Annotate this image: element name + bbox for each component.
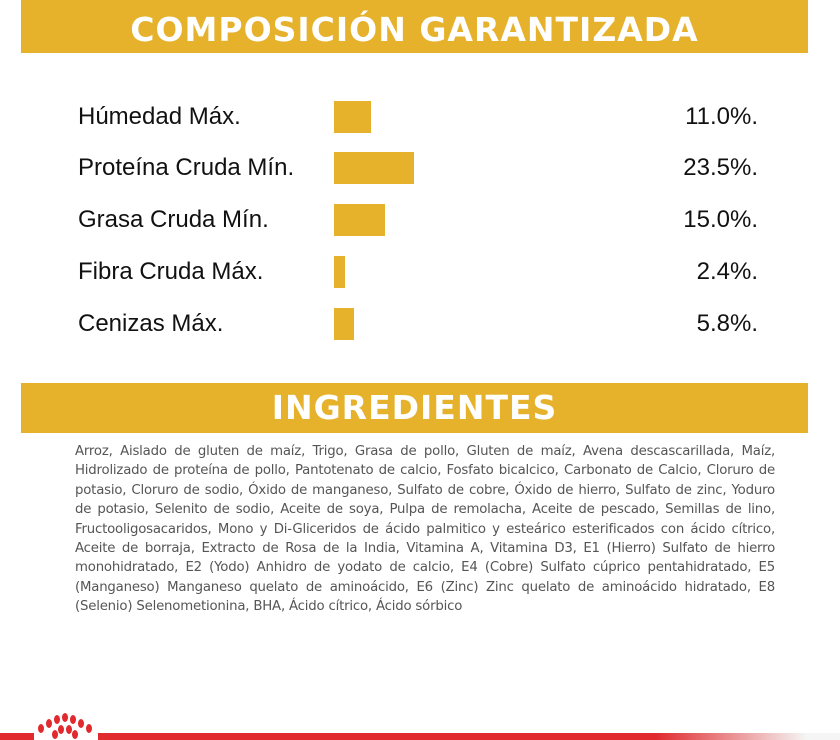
ingredients-text: Arroz, Aislado de gluten de maíz, Trigo,… bbox=[75, 444, 775, 615]
logo-dot bbox=[70, 715, 76, 724]
brand-red-line bbox=[0, 733, 840, 740]
ingredients-header: INGREDIENTES bbox=[21, 383, 808, 433]
composition-row: Fibra Cruda Máx. 2.4%. bbox=[0, 256, 840, 288]
nutrient-label: Fibra Cruda Máx. bbox=[78, 258, 264, 285]
composition-row: Grasa Cruda Mín. 15.0%. bbox=[0, 204, 840, 236]
nutrient-value: 2.4%. bbox=[696, 258, 758, 285]
nutrient-value: 11.0%. bbox=[685, 103, 758, 130]
logo-dot bbox=[66, 725, 72, 734]
nutrient-value: 23.5%. bbox=[683, 154, 758, 181]
logo-dot bbox=[62, 713, 68, 722]
crown-dots-logo-icon bbox=[34, 712, 98, 740]
nutrient-label: Grasa Cruda Mín. bbox=[78, 206, 269, 233]
nutrient-bar bbox=[334, 204, 385, 236]
logo-dot bbox=[86, 724, 92, 733]
composition-row: Proteína Cruda Mín. 23.5%. bbox=[0, 152, 840, 184]
logo-dot bbox=[52, 730, 58, 739]
logo-dot bbox=[46, 719, 52, 728]
logo-dot bbox=[38, 724, 44, 733]
logo-dot bbox=[72, 730, 78, 739]
nutrient-label: Húmedad Máx. bbox=[78, 103, 241, 130]
logo-dot bbox=[78, 719, 84, 728]
nutrient-bar bbox=[334, 256, 345, 288]
nutrient-bar bbox=[334, 152, 414, 184]
logo-dot bbox=[58, 725, 64, 734]
composition-row: Húmedad Máx. 11.0%. bbox=[0, 101, 840, 133]
composition-row: Cenizas Máx. 5.8%. bbox=[0, 308, 840, 340]
composition-header: COMPOSICIÓN GARANTIZADA bbox=[21, 0, 808, 53]
nutrient-label: Cenizas Máx. bbox=[78, 310, 224, 337]
logo-dot bbox=[54, 715, 60, 724]
nutrient-bar bbox=[334, 101, 372, 133]
nutrient-value: 15.0%. bbox=[683, 206, 758, 233]
nutrient-label: Proteína Cruda Mín. bbox=[78, 154, 295, 181]
nutrient-value: 5.8%. bbox=[696, 310, 758, 337]
nutrient-bar bbox=[334, 308, 354, 340]
